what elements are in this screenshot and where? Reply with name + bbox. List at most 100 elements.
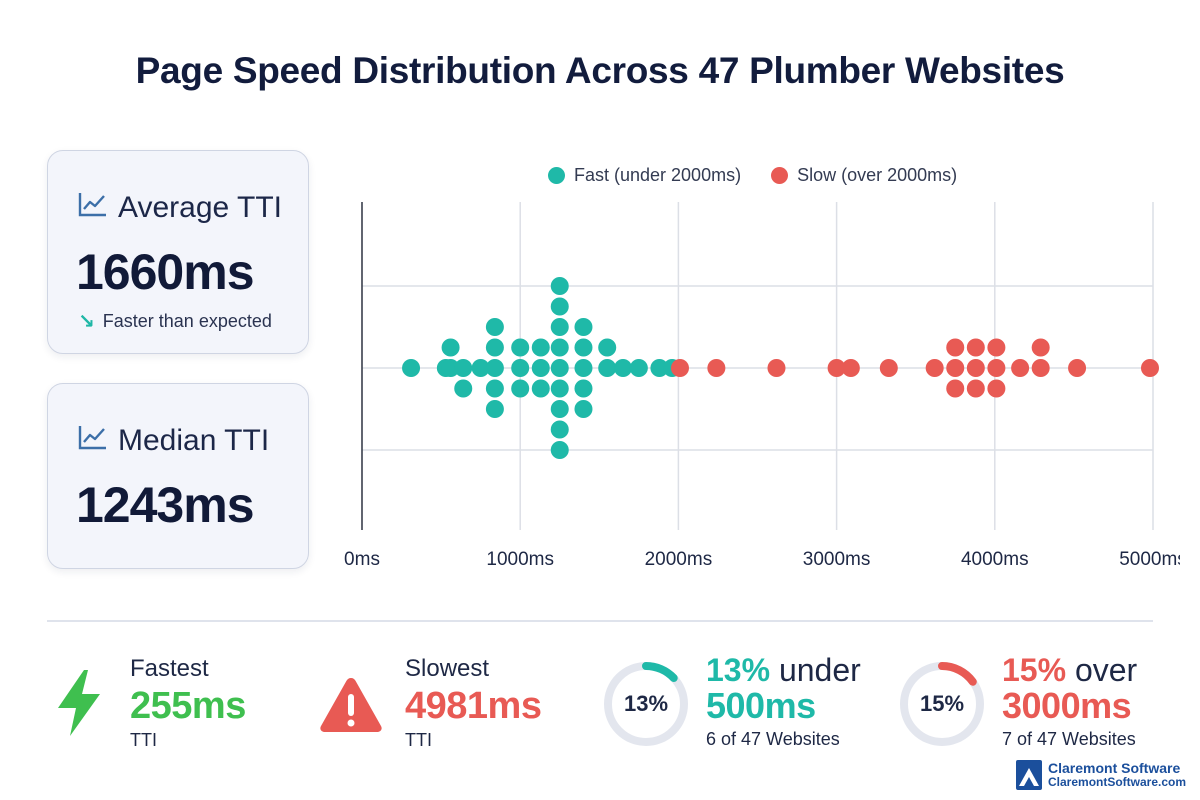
slow-data-point — [946, 359, 965, 377]
slow-data-point — [987, 338, 1006, 357]
slow-data-point — [1011, 359, 1030, 377]
over-3000-ring: 15% — [898, 660, 986, 753]
fast-data-point — [574, 338, 593, 357]
fast-data-point — [550, 420, 569, 439]
average-tti-value: 1660ms — [76, 244, 254, 300]
fastest-stat: Fastest 255ms TTI — [130, 655, 246, 751]
fast-data-point — [485, 338, 504, 357]
brand-name: Claremont Software — [1048, 759, 1181, 776]
slow-data-point — [966, 338, 985, 357]
slow-data-point — [966, 379, 985, 398]
fast-data-point — [574, 400, 593, 418]
under-500-pct: 13% — [706, 652, 771, 688]
slow-data-point — [707, 359, 726, 377]
slowest-stat: Slowest 4981ms TTI — [405, 655, 542, 751]
fast-data-point — [441, 338, 460, 357]
fast-data-point — [550, 318, 569, 336]
fast-data-point — [598, 359, 617, 377]
fast-data-point — [454, 379, 473, 398]
fast-data-point — [598, 338, 617, 357]
slow-data-point — [946, 379, 965, 398]
slow-data-point — [841, 359, 860, 377]
fast-data-point — [531, 379, 550, 398]
fast-data-point — [485, 400, 504, 418]
legend-item-fast: Fast (under 2000ms) — [548, 165, 741, 186]
under-500-ring-label: 13% — [623, 691, 669, 716]
fast-data-point — [550, 338, 569, 357]
slow-data-point — [827, 359, 846, 377]
slow-data-point — [1031, 338, 1050, 357]
trend-chart-icon — [78, 424, 108, 458]
slow-data-point — [1031, 359, 1050, 377]
median-tti-label: Median TTI — [118, 424, 270, 457]
median-tti-card: Median TTI 1243ms — [47, 383, 309, 569]
trend-chart-icon — [78, 191, 108, 225]
fastest-value: 255ms — [130, 685, 246, 727]
over-3000-count: 7 of 47 Websites — [1002, 729, 1136, 749]
slow-data-point — [966, 359, 985, 377]
fast-data-point — [574, 359, 593, 377]
fast-data-point — [550, 277, 569, 295]
fast-data-point — [531, 338, 550, 357]
under-500-ring: 13% — [602, 660, 690, 753]
under-500-headline: 13% under — [706, 652, 861, 689]
average-tti-card: Average TTI 1660ms ↘ Faster than expecte… — [47, 150, 309, 354]
over-3000-ring-label: 15% — [919, 691, 965, 716]
under-500-word: under — [770, 652, 861, 688]
under-500-threshold: 500ms — [706, 685, 816, 726]
fast-data-point — [531, 359, 550, 377]
fast-data-point — [550, 441, 569, 459]
page-title: Page Speed Distribution Across 47 Plumbe… — [135, 50, 1065, 91]
slow-data-point — [925, 359, 944, 377]
brand-logo-icon — [1016, 760, 1042, 790]
average-tti-note: ↘ Faster than expected — [78, 309, 272, 334]
legend-label-fast: Fast (under 2000ms) — [574, 165, 742, 185]
legend-label-slow: Slow (over 2000ms) — [797, 165, 958, 185]
slow-data-point — [1068, 359, 1087, 377]
fast-data-point — [511, 338, 530, 357]
fast-data-point — [511, 379, 530, 398]
over-3000-headline: 15% over — [1002, 652, 1137, 689]
arrow-down-right-icon: ↘ — [78, 311, 95, 333]
slow-data-point — [946, 338, 965, 357]
x-tick-label: 5000ms — [1119, 549, 1180, 570]
fast-data-point — [550, 400, 569, 418]
speed-distribution-chart: 0ms 1000ms 2000ms 3000ms 4000ms 5000ms — [344, 202, 1180, 570]
x-tick-label: 2000ms — [645, 549, 713, 570]
legend-swatch-slow — [771, 167, 789, 184]
brand-watermark: Claremont Software ClaremontSoftware.com — [1014, 755, 1190, 795]
fast-data-point — [485, 318, 504, 336]
slowest-value: 4981ms — [405, 685, 542, 727]
fastest-label: Fastest — [130, 655, 209, 682]
slow-data-point — [987, 359, 1006, 377]
fast-data-point — [485, 379, 504, 398]
ring-progress-arc — [900, 662, 984, 746]
average-tti-note-text: Faster than expected — [102, 311, 272, 331]
fast-data-point — [650, 359, 669, 377]
over-3000-threshold: 3000ms — [1002, 685, 1132, 726]
fast-data-point — [511, 359, 530, 377]
median-tti-value: 1243ms — [76, 477, 254, 533]
lightning-bolt-icon — [54, 668, 104, 743]
x-tick-label: 0ms — [344, 549, 380, 570]
fast-data-point — [441, 359, 460, 377]
fast-data-point — [629, 359, 648, 377]
over-3000-word: over — [1066, 652, 1138, 688]
fast-data-point — [550, 359, 569, 377]
x-tick-label: 1000ms — [486, 549, 554, 570]
slow-data-point — [1140, 359, 1159, 377]
over-3000-pct: 15% — [1002, 652, 1067, 688]
legend-item-slow: Slow (over 2000ms) — [771, 165, 957, 186]
under-500-count: 6 of 47 Websites — [706, 729, 840, 749]
slow-data-point — [987, 379, 1006, 398]
slowest-label: Slowest — [405, 655, 490, 682]
fastest-sub: TTI — [130, 730, 157, 750]
slow-data-point — [879, 359, 898, 377]
slow-data-point — [767, 359, 786, 377]
under-500-stat: 13% under 500ms 6 of 47 Websites — [706, 652, 861, 750]
section-divider — [47, 620, 1153, 622]
x-tick-label: 4000ms — [961, 549, 1029, 570]
fast-data-point — [402, 359, 421, 377]
fast-data-point — [550, 379, 569, 398]
fast-data-point — [471, 359, 490, 377]
